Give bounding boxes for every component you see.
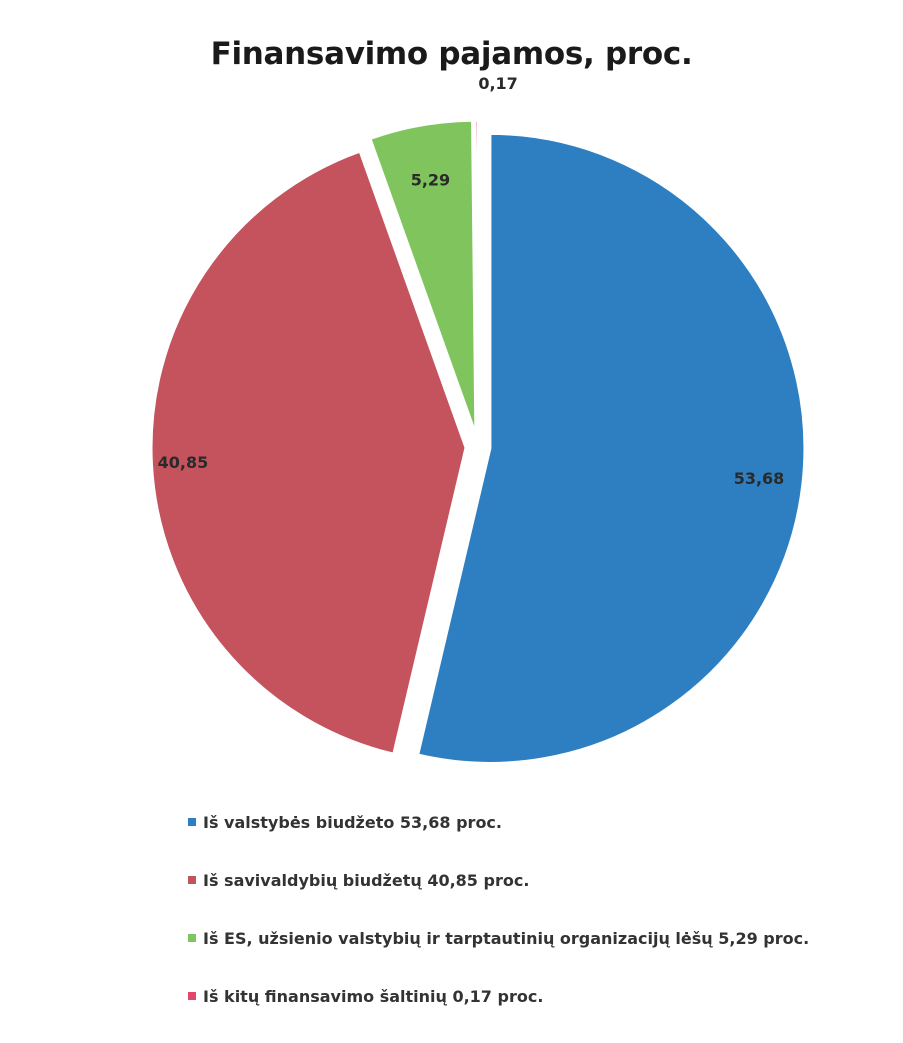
legend-label: Iš ES, užsienio valstybių ir tarptautini… [203, 928, 810, 948]
slice-state-budget [415, 131, 807, 765]
legend-label: Iš kitų finansavimo šaltinių 0,17 proc. [203, 986, 544, 1006]
chart-title: Finansavimo pajamos, proc. [210, 36, 693, 72]
pie-slices [149, 118, 807, 765]
legend-item-other-sources: Iš kitų finansavimo šaltinių 0,17 proc. [188, 982, 888, 1010]
legend-item-municipal-budgets: Iš savivaldybių biudžetų 40,85 proc. [188, 866, 888, 894]
legend-marker [188, 992, 196, 1000]
slice-eu-foreign-funds [368, 118, 478, 436]
chart-legend: Iš valstybės biudžeto 53,68 proc. Iš sav… [188, 808, 888, 1040]
legend-marker [188, 934, 196, 942]
slice-other-sources [473, 118, 480, 436]
pie-data-labels: 53,68 40,85 5,29 0,17 [158, 74, 785, 488]
data-label-state-budget: 53,68 [734, 469, 785, 488]
data-label-eu-foreign-funds: 5,29 [411, 170, 450, 189]
slice-municipal-budgets [149, 149, 468, 757]
legend-item-eu-foreign-funds: Iš ES, užsienio valstybių ir tarptautini… [188, 924, 888, 952]
legend-item-state-budget: Iš valstybės biudžeto 53,68 proc. [188, 808, 888, 836]
legend-marker [188, 876, 196, 884]
legend-marker [188, 818, 196, 826]
legend-label: Iš savivaldybių biudžetų 40,85 proc. [203, 870, 530, 890]
data-label-other-sources: 0,17 [478, 74, 517, 93]
legend-label: Iš valstybės biudžeto 53,68 proc. [203, 812, 502, 832]
data-label-municipal-budgets: 40,85 [158, 453, 209, 472]
